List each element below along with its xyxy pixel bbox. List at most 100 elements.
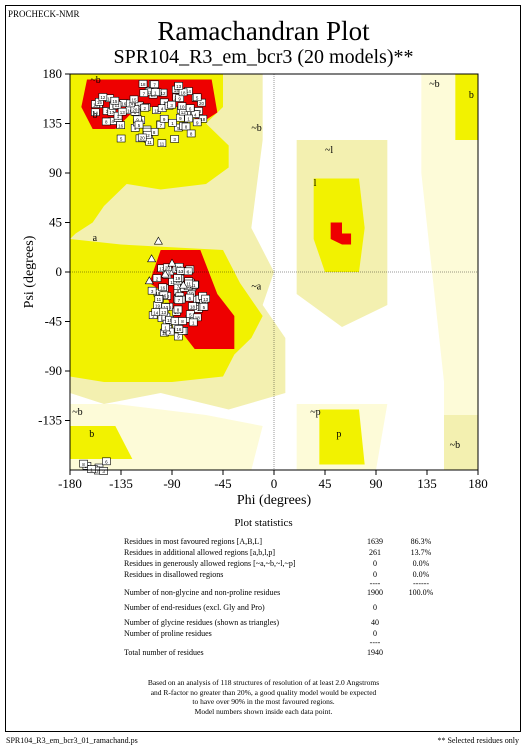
data-point-label: 9 bbox=[163, 117, 166, 122]
region-label: ~b bbox=[72, 407, 82, 418]
bottom-point: 8 bbox=[79, 459, 88, 468]
data-point-box bbox=[161, 323, 170, 332]
alpha-point: 1 bbox=[188, 318, 198, 327]
program-name: PROCHECK-NMR bbox=[8, 9, 80, 19]
data-point-label: 1 bbox=[193, 283, 196, 288]
data-point-box bbox=[199, 302, 209, 311]
alpha-point: 13 bbox=[176, 267, 186, 275]
footer-note: ** Selected residues only bbox=[437, 736, 519, 745]
data-point-label: 8 bbox=[105, 120, 108, 125]
data-point-label: 8 bbox=[177, 308, 180, 313]
y-tick-label: 0 bbox=[56, 264, 63, 279]
region-label: ~b bbox=[429, 79, 439, 90]
data-point-label: 4 bbox=[111, 119, 114, 124]
beta-point: 15 bbox=[110, 96, 120, 105]
stats-row-count: 0 bbox=[373, 570, 377, 579]
region-label: p bbox=[336, 429, 341, 440]
data-point-label: 3 bbox=[173, 137, 176, 142]
data-point-label: 1 bbox=[171, 121, 174, 126]
data-point-label: 10 bbox=[189, 291, 195, 296]
data-point-label: 6 bbox=[105, 460, 108, 465]
beta-point: 8 bbox=[181, 122, 191, 131]
data-point-label: 16 bbox=[121, 101, 127, 106]
x-tick-label: 45 bbox=[319, 476, 332, 491]
data-point-label: 5 bbox=[120, 137, 123, 142]
beta-point: 7 bbox=[150, 80, 159, 89]
region-label: ~b bbox=[251, 123, 261, 134]
alpha-point: 16 bbox=[158, 283, 167, 292]
data-point-box bbox=[117, 107, 127, 116]
stats-row-label: Residues in most favoured regions [A,B,L… bbox=[124, 537, 262, 546]
region-label: ~b bbox=[90, 75, 100, 86]
stats-row-count: ---- bbox=[369, 638, 381, 647]
data-point-label: 17 bbox=[159, 266, 165, 271]
x-tick-label: -180 bbox=[58, 476, 82, 491]
alpha-point: 8 bbox=[178, 317, 187, 325]
data-point-label: 5 bbox=[189, 312, 192, 317]
allowed-region-right bbox=[455, 74, 478, 140]
data-point-label: 11 bbox=[156, 297, 161, 302]
data-point-label: 20 bbox=[140, 136, 146, 141]
stats-row-count: 0 bbox=[373, 629, 377, 638]
data-point-box bbox=[159, 114, 169, 123]
alpha-point: 13 bbox=[201, 294, 210, 303]
data-point-label: 14 bbox=[186, 89, 192, 94]
alpha-point: 7 bbox=[174, 296, 184, 304]
data-point-label: 11 bbox=[115, 103, 120, 108]
beta-point: 3 bbox=[167, 100, 176, 109]
data-point-label: 13 bbox=[176, 84, 182, 89]
alpha-point: 5 bbox=[199, 302, 209, 311]
alpha-point: 19 bbox=[173, 274, 183, 282]
bottom-point: 1 bbox=[87, 465, 96, 473]
stats-row-pct: 86.3% bbox=[410, 537, 432, 546]
footer-filename: SPR104_R3_em_bcr3_01_ramachand.ps bbox=[6, 736, 138, 745]
y-axis-label: Psi (degrees) bbox=[22, 235, 37, 308]
data-point-label: 1 bbox=[163, 101, 166, 106]
stats-row-count: 40 bbox=[371, 618, 379, 627]
beta-point: 5 bbox=[116, 134, 126, 143]
data-point-box bbox=[140, 103, 150, 112]
region-label: ~l bbox=[325, 145, 333, 156]
beta-point: 13 bbox=[117, 107, 127, 116]
data-point-label: 13 bbox=[120, 110, 126, 115]
bottom-point: 3 bbox=[99, 467, 108, 475]
beta-point: 8 bbox=[101, 117, 111, 126]
data-point-label: 19 bbox=[155, 303, 161, 308]
allowed-region-p bbox=[319, 409, 365, 465]
footnote-line: Model numbers shown inside each data poi… bbox=[194, 706, 333, 716]
x-tick-label: -135 bbox=[109, 476, 133, 491]
beta-point: 9 bbox=[159, 114, 169, 123]
data-point-label: 15 bbox=[131, 98, 137, 103]
data-point-label: 9 bbox=[196, 121, 199, 126]
data-point-box bbox=[173, 305, 183, 314]
data-point-label: 18 bbox=[137, 104, 143, 109]
alpha-point: 11 bbox=[154, 295, 164, 303]
data-point-label: 2 bbox=[156, 276, 159, 281]
data-point-box bbox=[152, 274, 162, 282]
stats-row-pct: 13.7% bbox=[410, 548, 432, 557]
stats-row-label: Total number of residues bbox=[124, 648, 204, 657]
beta-point: 9 bbox=[192, 118, 202, 127]
data-point-label: 15 bbox=[167, 318, 173, 323]
data-point-box bbox=[185, 293, 194, 302]
data-point-label: 7 bbox=[178, 298, 181, 303]
beta-point: 5 bbox=[134, 120, 144, 129]
data-point-box bbox=[163, 263, 172, 272]
region-label: a bbox=[93, 233, 98, 244]
y-tick-label: -90 bbox=[45, 363, 62, 378]
y-tick-label: -135 bbox=[38, 413, 62, 428]
data-point-label: 1 bbox=[192, 321, 195, 326]
data-point-label: 3 bbox=[106, 109, 109, 114]
data-point-label: 3 bbox=[170, 103, 173, 108]
data-point-label: 5 bbox=[196, 95, 199, 100]
data-point-label: 1 bbox=[187, 117, 190, 122]
stats-row-label: Number of glycine residues (shown as tri… bbox=[124, 618, 280, 627]
beta-point: 4 bbox=[190, 110, 200, 118]
data-point-label: 8 bbox=[153, 130, 156, 135]
data-point-label: 3 bbox=[151, 289, 154, 294]
beta-point: 12 bbox=[98, 93, 108, 101]
data-point-box bbox=[87, 465, 96, 473]
data-point-box bbox=[91, 108, 100, 117]
data-point-label: 12 bbox=[181, 110, 187, 115]
data-point-label: 14 bbox=[128, 102, 134, 107]
